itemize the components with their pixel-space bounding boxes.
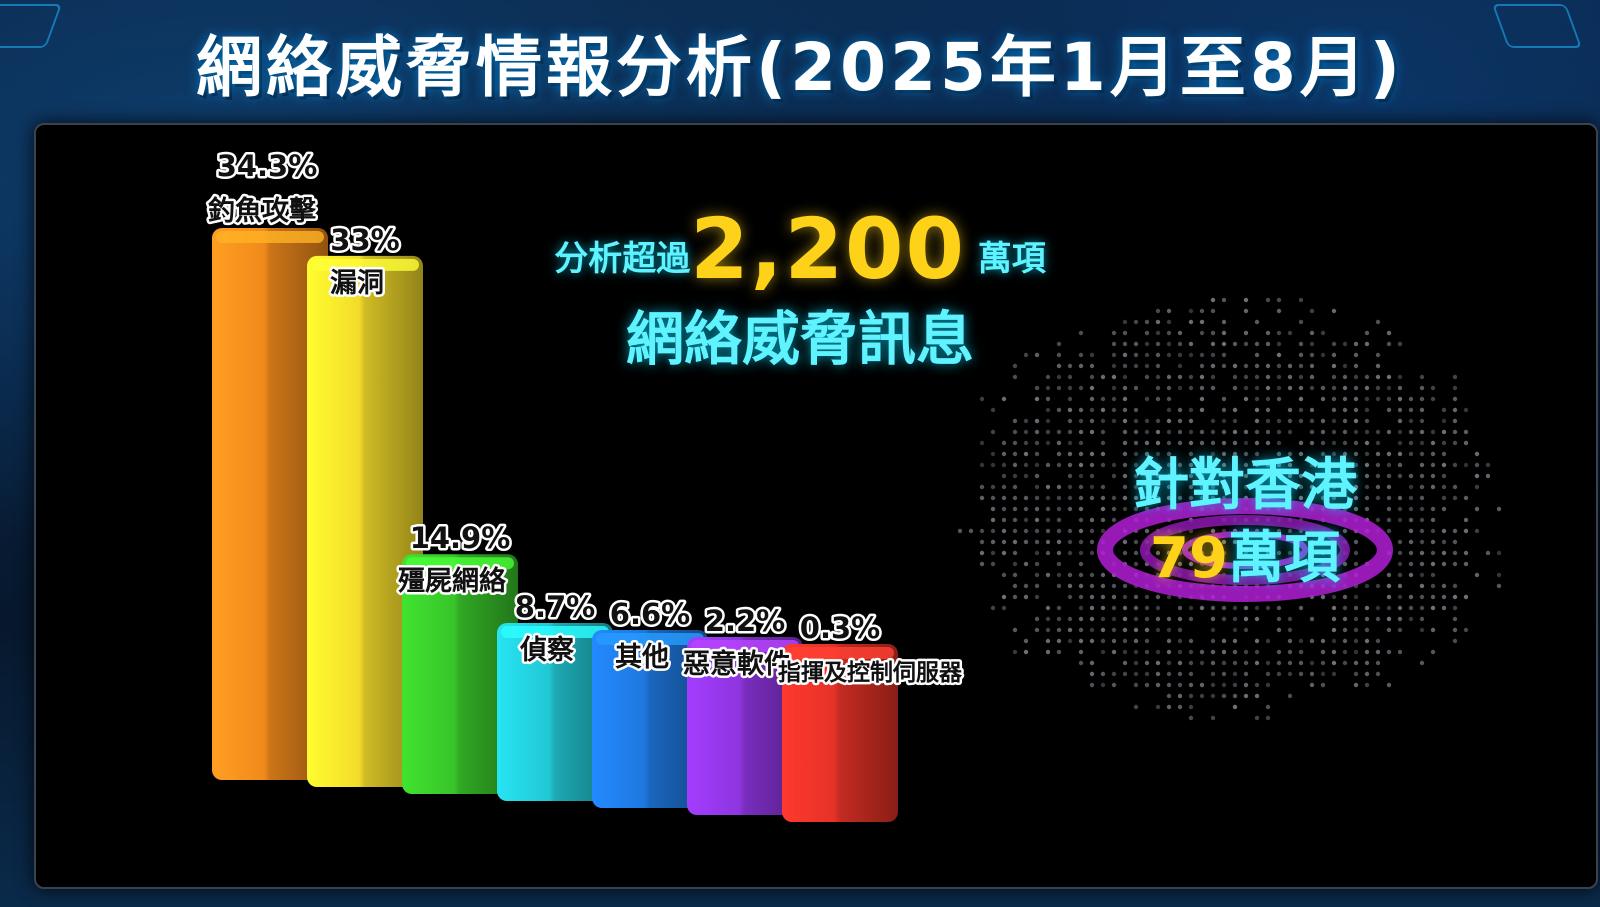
category-label-6: 惡意軟件 [683, 648, 791, 680]
bar-body [782, 644, 898, 822]
value-label-7: 0.3% [800, 611, 880, 645]
bar-6 [687, 637, 803, 815]
bar-highlight [691, 640, 799, 652]
hong-kong-unit: 萬項 [1227, 526, 1340, 591]
hong-kong-block: 針對香港 79萬項 [1080, 440, 1410, 594]
bar-7 [782, 644, 898, 822]
value-label-2: 33% [330, 223, 399, 257]
bar-body [592, 630, 708, 808]
headline-number: 2,200 [690, 200, 966, 298]
bar-body [212, 228, 328, 780]
bar-5 [592, 630, 708, 808]
bar-highlight [311, 258, 419, 271]
hong-kong-number: 79 [1150, 526, 1228, 591]
bar-2 [307, 255, 423, 788]
bar-highlight [786, 647, 894, 659]
bar-highlight [501, 626, 609, 638]
bar-body [687, 637, 803, 815]
target-ring-graphic [1097, 498, 1393, 602]
headline-block: 分析超過2,200 萬項 網絡威脅訊息 [520, 200, 1080, 376]
hong-kong-count: 79萬項 [1080, 513, 1410, 594]
value-label-6: 2.2% [705, 604, 785, 638]
bar-body [402, 554, 518, 794]
bar-body [307, 255, 423, 788]
headline-prefix: 分析超過 [554, 239, 691, 279]
category-label-2: 漏洞 [330, 268, 384, 299]
headline-line-1: 分析超過2,200 萬項 [520, 200, 1080, 298]
bar-1 [212, 228, 328, 780]
category-label-4: 偵察 [519, 634, 575, 666]
value-label-4: 8.7% [515, 590, 595, 624]
category-label-7: 指揮及控制伺服器 [778, 659, 963, 686]
value-label-1: 34.3% [217, 149, 318, 183]
category-label-5: 其他 [615, 642, 669, 673]
headline-suffix: 萬項 [977, 239, 1046, 279]
bar-4 [497, 623, 613, 801]
bar-highlight [216, 231, 324, 243]
value-label-3: 14.9% [410, 521, 511, 555]
bar-body [497, 623, 613, 801]
bar-highlight [596, 633, 704, 645]
category-label-3: 殭屍網絡 [398, 565, 507, 597]
bar-highlight [406, 557, 514, 570]
bar-3 [402, 554, 518, 794]
category-label-1: 釣魚攻擊 [208, 195, 317, 227]
page-title: 網絡威脅情報分析(2025年1月至8月) [196, 29, 1404, 106]
value-label-5: 6.6% [610, 597, 690, 631]
headline-line-2: 網絡威脅訊息 [625, 305, 974, 373]
hong-kong-label: 針對香港 [1133, 453, 1357, 518]
